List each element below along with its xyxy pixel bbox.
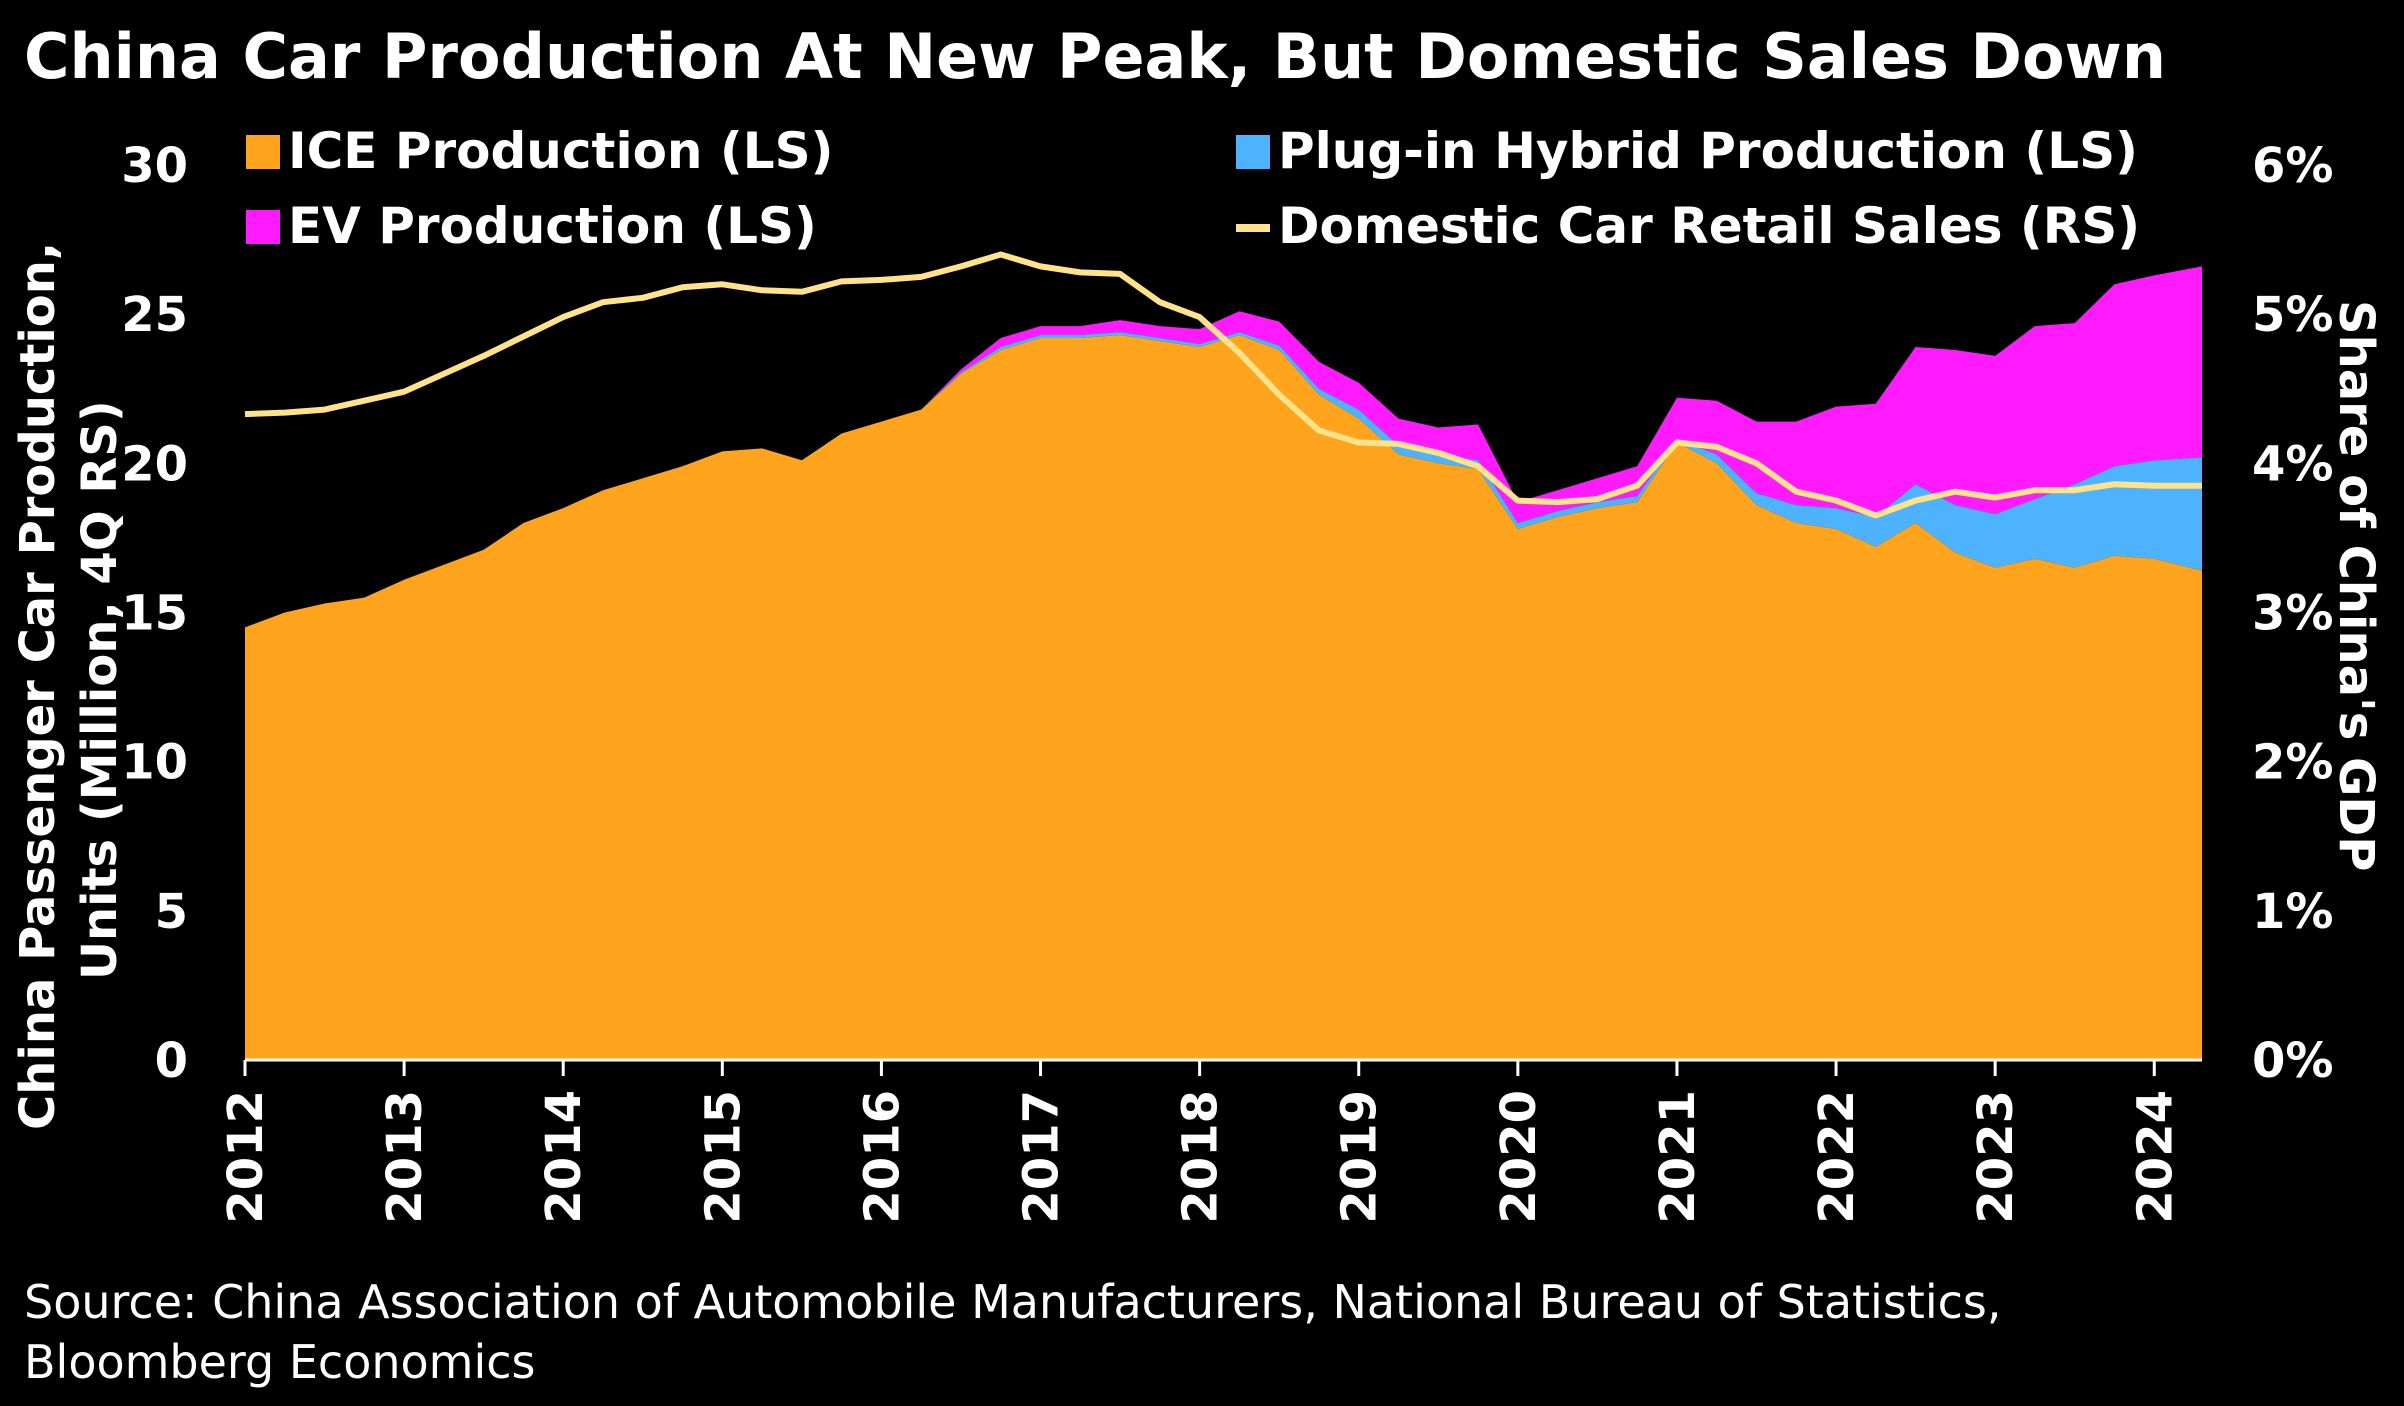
y-left-tick-label: 10 [121, 735, 188, 791]
x-tick-label: 2017 [1014, 1090, 1070, 1224]
x-tick-label: 2012 [218, 1090, 274, 1224]
y-right-tick-label: 6% [2252, 138, 2334, 194]
legend-swatch-sales [1236, 224, 1270, 232]
domestic-sales-line [244, 251, 2202, 519]
y-right-tick-label: 4% [2252, 436, 2334, 492]
x-tick-label: 2021 [1650, 1090, 1706, 1224]
x-tick-label: 2018 [1173, 1090, 1229, 1224]
y-right-tick-label: 2% [2252, 735, 2334, 791]
y-left-tick-label: 30 [121, 138, 188, 194]
x-tick-label: 2022 [1809, 1090, 1865, 1224]
y-right-tick-label: 3% [2252, 586, 2334, 642]
chart-title: China Car Production At New Peak, But Do… [24, 20, 2166, 93]
y-left-tick-label: 25 [121, 287, 188, 343]
x-axis: 2012 2013 2014 2015 2016 2017 2018 2019 2020 2021… [218, 1058, 2202, 1224]
legend-label-ice: ICE Production (LS) [288, 122, 834, 180]
x-tick-label: 2013 [377, 1090, 433, 1224]
ice-production-area [245, 335, 2202, 1060]
x-tick-label: 2014 [536, 1090, 592, 1224]
legend: ICE Production (LS) Plug-in Hybrid Produ… [246, 122, 2140, 255]
x-tick-label: 2019 [1332, 1090, 1388, 1224]
y-axis-left-label-line2: Units (Million, 4Q RS) [72, 400, 128, 980]
source-line-1: Source: China Association of Automobile … [24, 1275, 2001, 1329]
source-line-2: Bloomberg Economics [24, 1335, 536, 1389]
y-left-tick-label: 0 [155, 1033, 188, 1089]
legend-swatch-ev [246, 210, 280, 244]
legend-label-phev: Plug-in Hybrid Production (LS) [1278, 122, 2138, 180]
y-left-tick-label: 15 [121, 586, 188, 642]
legend-label-sales: Domestic Car Retail Sales (RS) [1278, 197, 2140, 255]
y-left-tick-label: 5 [155, 884, 188, 940]
x-tick-label: 2016 [854, 1090, 910, 1224]
sales-line-layer [244, 251, 2202, 519]
x-tick-label: 2023 [1968, 1090, 2024, 1224]
y-axis-right-label: Share of China's GDP [2328, 300, 2384, 871]
y-axis-left-label-line1: China Passenger Car Production, [10, 242, 66, 1130]
ev-production-area [245, 266, 2202, 628]
y-axis-right: 0% 1% 2% 3% 4% 5% 6% [2252, 138, 2334, 1089]
legend-label-ev: EV Production (LS) [288, 197, 817, 255]
y-right-tick-label: 1% [2252, 884, 2334, 940]
legend-swatch-phev [1236, 135, 1270, 169]
x-tick-label: 2020 [1491, 1090, 1547, 1224]
area-layers [245, 266, 2202, 1060]
y-right-tick-label: 0% [2252, 1033, 2334, 1089]
y-axis-left: 0 5 10 15 20 25 30 [121, 138, 188, 1089]
y-left-tick-label: 20 [121, 436, 188, 492]
y-right-tick-label: 5% [2252, 287, 2334, 343]
x-tick-label: 2024 [2127, 1090, 2183, 1224]
x-tick-label: 2015 [695, 1090, 751, 1224]
legend-swatch-ice [246, 135, 280, 169]
